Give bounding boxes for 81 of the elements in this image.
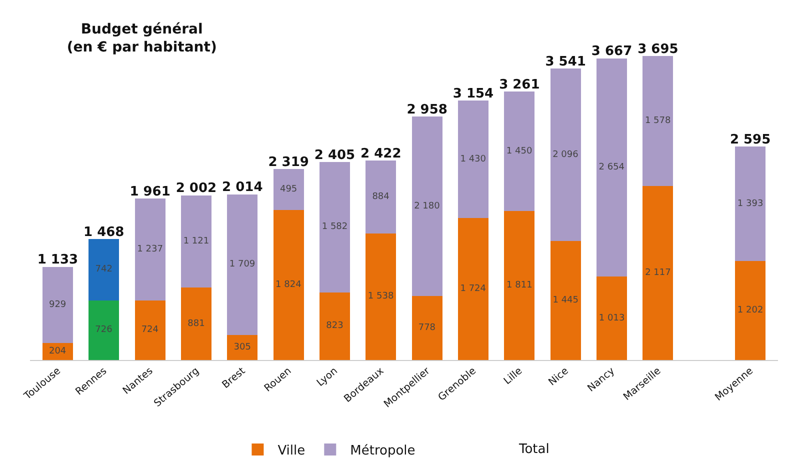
data-label: 1 582	[322, 222, 348, 232]
total-label: 2 405	[314, 148, 356, 163]
bar	[134, 300, 166, 360]
data-label: 2 654	[598, 162, 625, 172]
data-label: 1 121	[183, 236, 210, 246]
total-label: 3 541	[545, 54, 586, 70]
bar	[180, 195, 212, 288]
bar	[412, 116, 442, 296]
total-label: 1 961	[130, 184, 170, 200]
data-label: 2 180	[414, 201, 440, 212]
bar	[88, 239, 120, 300]
data-label: 1 430	[460, 154, 486, 164]
bar	[88, 300, 120, 360]
total-label: 2 958	[406, 102, 448, 118]
data-label: 2 117	[645, 268, 671, 278]
data-label: 1 724	[460, 284, 486, 294]
data-label: 2 096	[552, 150, 579, 160]
bar	[735, 261, 766, 360]
data-label: 1 237	[137, 244, 163, 255]
total-label: 3 695	[638, 42, 678, 57]
bar	[227, 334, 258, 360]
data-label: 778	[418, 322, 436, 333]
data-label: 742	[95, 264, 112, 275]
x-tick-label: Lille	[502, 366, 525, 388]
bar	[273, 169, 304, 210]
data-label: 305	[234, 342, 251, 352]
data-label: 726	[95, 325, 113, 336]
data-label: 1 393	[737, 198, 764, 209]
total-label: 2 319	[268, 154, 309, 170]
data-label: 1 013	[598, 313, 625, 324]
data-label: 204	[48, 346, 66, 357]
bar	[550, 68, 581, 242]
total-label: 1 133	[37, 252, 78, 268]
data-label: 1 824	[276, 280, 302, 290]
total-label: 2 422	[360, 146, 402, 162]
bar	[273, 210, 304, 360]
bar	[42, 266, 73, 344]
data-label: 1 709	[229, 260, 256, 270]
bar	[550, 241, 581, 360]
legend-label: Métropole	[350, 444, 416, 459]
data-label: 1 202	[737, 306, 764, 316]
data-label: 1 811	[506, 280, 532, 290]
bar	[458, 218, 488, 360]
bar	[320, 292, 350, 360]
total-label: 2 002	[176, 181, 217, 196]
total-label: 3 261	[499, 77, 540, 92]
data-label: 1 450	[506, 146, 532, 156]
data-label: 1 538	[368, 292, 394, 302]
total-label: 3 667	[591, 44, 632, 60]
data-label: 823	[326, 321, 344, 332]
bar	[504, 211, 535, 360]
data-label: 881	[188, 318, 205, 329]
data-label: 929	[48, 300, 66, 310]
data-label: 724	[141, 325, 159, 336]
bar	[735, 146, 766, 262]
bar	[366, 160, 396, 234]
total-label: 3 154	[452, 86, 494, 102]
bar	[504, 92, 535, 211]
total-label: 2 595	[730, 132, 771, 148]
data-label: 495	[280, 184, 298, 195]
bar	[42, 343, 73, 360]
bar	[412, 296, 442, 360]
x-tick-label: Nice	[546, 366, 571, 388]
bar	[366, 233, 396, 360]
bar	[642, 186, 674, 360]
chart-title: Budget général (en € par habitant)	[66, 21, 217, 56]
bar	[320, 162, 350, 292]
bar	[642, 56, 674, 186]
data-label: 1 578	[644, 116, 671, 126]
bar	[134, 198, 166, 300]
bar	[227, 194, 258, 335]
data-label: 1 445	[552, 296, 578, 306]
total-label: 2 014	[222, 180, 263, 196]
bar	[180, 288, 212, 360]
data-label: 884	[372, 192, 390, 202]
bar	[596, 58, 628, 277]
bar	[596, 276, 628, 360]
total-label: 1 468	[84, 224, 124, 240]
text: Total	[518, 442, 550, 457]
legend-label: Ville	[278, 444, 306, 459]
bar	[458, 100, 488, 218]
